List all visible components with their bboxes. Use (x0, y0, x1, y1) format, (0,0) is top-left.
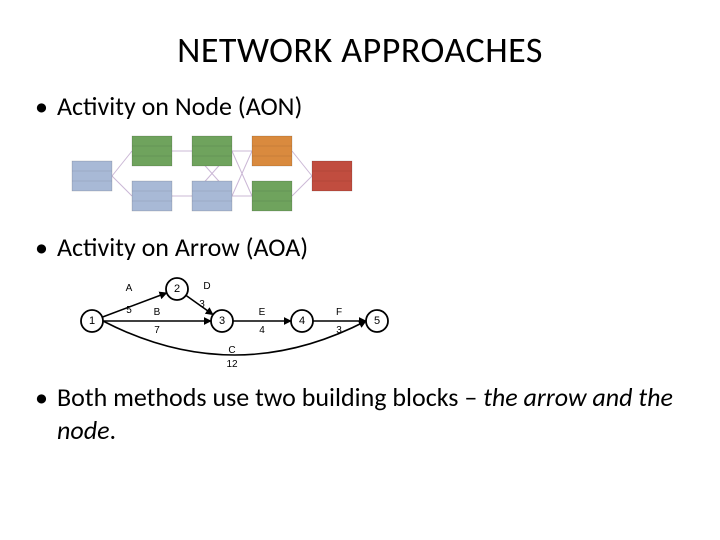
summary-text-a: Both methods use two building blocks – (57, 381, 483, 413)
bullet-summary: Both methods use two building blocks – t… (35, 381, 685, 446)
aon-diagram (67, 131, 685, 221)
svg-text:3: 3 (199, 299, 205, 310)
svg-text:2: 2 (174, 283, 180, 295)
slide: NETWORK APPROACHES Activity on Node (AON… (0, 0, 720, 540)
svg-text:4: 4 (299, 315, 305, 327)
svg-text:7: 7 (154, 325, 160, 336)
summary-text-c: . (110, 414, 117, 446)
bullet-aoa: Activity on Arrow (AOA) (35, 231, 685, 264)
svg-text:B: B (154, 307, 161, 318)
svg-text:D: D (203, 281, 210, 292)
svg-text:1: 1 (89, 315, 95, 327)
slide-title: NETWORK APPROACHES (35, 28, 685, 72)
aon-svg (67, 131, 367, 221)
aoa-svg: A5B7D3E4F3C1212345 (67, 271, 407, 371)
aoa-diagram: A5B7D3E4F3C1212345 (67, 271, 685, 371)
svg-text:A: A (126, 283, 133, 294)
svg-text:3: 3 (219, 315, 225, 327)
bullet-aon: Activity on Node (AON) (35, 90, 685, 123)
svg-text:5: 5 (126, 305, 132, 316)
svg-text:5: 5 (374, 315, 380, 327)
svg-text:E: E (259, 307, 266, 318)
svg-text:4: 4 (259, 325, 265, 336)
svg-text:F: F (336, 307, 342, 318)
svg-text:12: 12 (226, 359, 238, 370)
svg-text:C: C (228, 345, 235, 356)
